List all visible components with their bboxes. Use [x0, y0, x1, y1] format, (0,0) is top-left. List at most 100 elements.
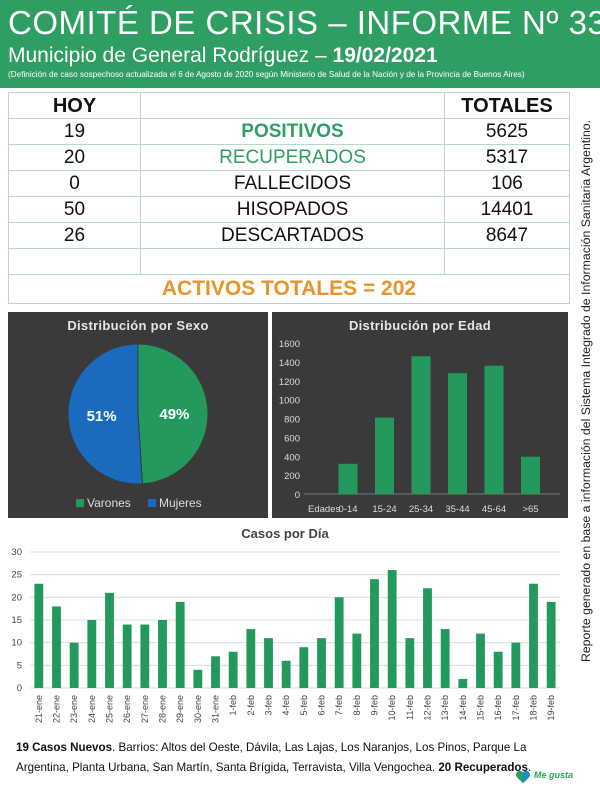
y-tick-label: 1200	[279, 377, 300, 388]
pie-slice	[137, 343, 209, 485]
x-tick-label: 9-feb	[370, 695, 380, 716]
x-tick-label: 5-feb	[299, 695, 309, 716]
municipio-label: Municipio de General Rodríguez –	[8, 44, 327, 67]
slice-label: 51%	[87, 408, 117, 425]
x-tick-label: 13-feb	[440, 695, 450, 721]
footer-text: 19 Casos Nuevos. Barrios: Altos del Oest…	[16, 738, 556, 778]
hoy-value: 26	[9, 223, 141, 249]
table-row: 19 POSITIVOS 5625	[9, 119, 569, 145]
legend-label: Mujeres	[159, 496, 202, 510]
bar	[140, 624, 150, 688]
side-note: Reporte generado en base a información d…	[574, 96, 598, 686]
y-tick-label: 200	[284, 471, 300, 482]
bar	[375, 417, 394, 494]
metric-label: FALLECIDOS	[141, 171, 445, 197]
hoy-value: 19	[9, 119, 141, 145]
x-tick-label: 11-feb	[405, 695, 415, 720]
bar	[493, 651, 503, 688]
y-tick-label: 800	[284, 415, 300, 426]
hoy-value: 20	[9, 145, 141, 171]
y-tick-label: 10	[11, 638, 22, 649]
total-value: 14401	[480, 199, 534, 220]
bar	[411, 356, 431, 494]
empty-cell	[445, 249, 569, 275]
bar	[122, 624, 132, 688]
x-tick-label: 30-ene	[193, 695, 203, 723]
activos-totales: ACTIVOS TOTALES = 202	[161, 277, 417, 300]
daily-cases-chart: Casos por Día 0 5 10 15 20 25 30 21-ene 22-ene 23…	[0, 522, 570, 732]
bar	[334, 597, 344, 688]
bar	[546, 601, 556, 688]
bar	[69, 642, 79, 688]
report-header: COMITÉ DE CRISIS – INFORME Nº 333 Munici…	[0, 0, 600, 88]
metric-label: DESCARTADOS	[141, 223, 445, 249]
x-tick-label: 27-ene	[140, 695, 150, 723]
x-tick-label: 22-ene	[52, 695, 62, 723]
report-subtitle: Municipio de General Rodríguez – 19/02/2…	[8, 44, 438, 68]
new-cases-count: 19 Casos Nuevos	[16, 741, 113, 754]
table-row: 0 FALLECIDOS 106	[9, 171, 569, 197]
bar	[440, 629, 450, 688]
col-hoy-header: HOY	[9, 93, 141, 119]
bar	[352, 633, 362, 688]
x-tick-label: 6-feb	[317, 695, 327, 716]
x-tick-label: 0-14	[338, 504, 357, 515]
total-value: 106	[491, 173, 523, 194]
x-tick-label: 17-feb	[511, 695, 521, 721]
x-tick-label: 24-ene	[87, 695, 97, 723]
x-tick-label: 15-24	[372, 504, 396, 515]
metric-label: HISOPADOS	[141, 197, 445, 223]
x-tick-label: >65	[522, 504, 538, 515]
table-row: 20 RECUPERADOS 5317	[9, 145, 569, 171]
logo-text: Me gusta	[534, 770, 574, 780]
total-value: 5625	[485, 121, 529, 142]
report-date: 19/02/2021	[332, 44, 438, 67]
barrios-list: . Barrios: Altos del Oeste, Dávila, Las …	[16, 741, 527, 774]
y-tick-label: 0	[17, 683, 22, 694]
total-value: 8647	[485, 225, 529, 246]
bar	[281, 660, 291, 688]
x-tick-label: 28-ene	[158, 695, 168, 723]
bar	[458, 678, 468, 688]
x-tick-label: 14-feb	[458, 695, 468, 721]
sex-distribution-chart: Distribución por Sexo 49% 51% Varones Mujer…	[8, 312, 268, 518]
x-tick-label: 2-feb	[246, 695, 256, 716]
x-tick-label: 31-ene	[211, 695, 221, 723]
x-tick-label: 3-feb	[264, 695, 274, 716]
legend-swatch	[148, 499, 156, 507]
bar	[338, 463, 358, 494]
bar	[423, 588, 432, 688]
y-tick-label: 5	[17, 660, 22, 671]
table-row: 50 HISOPADOS 14401	[9, 197, 569, 223]
pie-chart-svg: 49% 51% Varones Mujeres	[67, 343, 209, 510]
bar	[34, 583, 44, 688]
bar	[52, 606, 61, 688]
bar	[370, 579, 379, 688]
daily-chart-svg: 0 5 10 15 20 25 30 21-ene 22-ene 23-ene 24-ene 25-e…	[11, 547, 560, 723]
bar	[476, 633, 485, 688]
total-value: 5317	[485, 147, 529, 168]
heart-icon	[515, 770, 531, 784]
y-tick-label: 15	[11, 615, 22, 626]
chart-title: Distribución por Edad	[348, 318, 492, 333]
bar	[175, 601, 185, 688]
bar	[105, 592, 114, 688]
bar	[317, 638, 326, 688]
x-tick-label: 26-ene	[122, 695, 132, 723]
legend-label: Varones	[87, 496, 131, 510]
bar	[484, 365, 504, 494]
table-empty-row	[9, 249, 569, 275]
stats-table: HOY TOTALES 19 POSITIVOS 5625 20 RECUPERADOS…	[8, 92, 570, 304]
legend-swatch	[76, 499, 84, 507]
definition-note: (Definición de caso sospechoso actualiza…	[8, 70, 525, 79]
bar	[246, 629, 256, 688]
y-tick-label: 400	[284, 452, 300, 463]
bar	[521, 456, 540, 494]
chart-title: Distribución por Sexo	[67, 318, 209, 333]
x-tick-label: 29-ene	[175, 695, 185, 723]
y-tick-label: 30	[11, 547, 22, 558]
bar	[228, 651, 238, 688]
pie-slice	[67, 343, 143, 485]
x-tick-label: 7-feb	[334, 695, 344, 716]
